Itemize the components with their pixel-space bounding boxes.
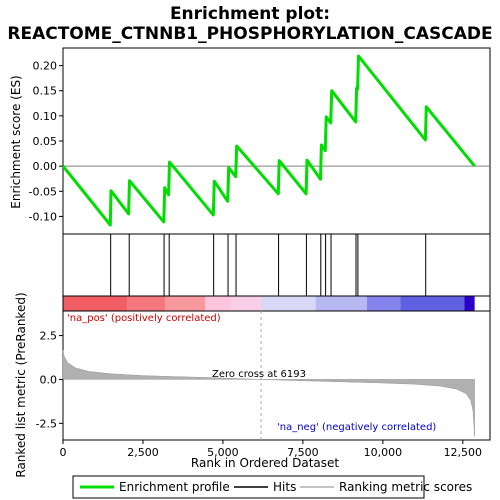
color-bar-segment xyxy=(126,296,166,311)
enrichment-profile-line xyxy=(61,54,476,227)
es-ytick-label: 0.00 xyxy=(33,160,58,173)
color-bar-segment xyxy=(315,296,367,311)
pos-label: 'na_pos' (positively correlated) xyxy=(67,313,221,324)
rank-xtick-label: 10,000 xyxy=(364,446,403,459)
zero-cross-label: Zero cross at 6193 xyxy=(212,369,306,380)
legend-label-ranking: Ranking metric scores xyxy=(339,480,472,494)
color-bar-segment xyxy=(63,296,127,311)
rank-xtick-label: 2,500 xyxy=(127,446,159,459)
color-bar-segment xyxy=(230,296,262,311)
rank-ylabel: Ranked list metric (PreRanked) xyxy=(14,292,28,477)
rank-xtick-label: 5,000 xyxy=(207,446,239,459)
rank-ytick-label: 0.0 xyxy=(40,373,58,386)
hits-panel xyxy=(62,233,491,297)
color-bar-segment xyxy=(400,296,465,311)
color-bar-segment xyxy=(165,296,206,311)
es-ylabel: Enrichment score (ES) xyxy=(9,75,23,208)
es-ytick-label: 0.10 xyxy=(33,110,58,123)
es-ytick-label: -0.05 xyxy=(29,185,57,198)
rank-xtick-label: 7,500 xyxy=(287,446,319,459)
legend-label-enrichment: Enrichment profile xyxy=(119,480,230,494)
color-bar-segment xyxy=(261,296,316,311)
es-ytick-label: 0.20 xyxy=(33,60,58,73)
rank-xtick-label: 12,500 xyxy=(444,446,483,459)
color-bar-segment xyxy=(205,296,231,311)
es-ytick-label: -0.10 xyxy=(29,210,57,223)
legend: Enrichment profile Hits Ranking metric s… xyxy=(72,475,472,499)
es-panel: -0.10 -0.05 0.00 0.05 0.10 0.15 0.20 xyxy=(29,47,491,235)
ranking-metric-area xyxy=(62,350,475,437)
es-plot-area xyxy=(62,47,491,235)
neg-label: 'na_neg' (negatively correlated) xyxy=(277,422,436,433)
rank-xtick-label: 0 xyxy=(60,446,67,459)
es-ytick-label: 0.05 xyxy=(33,135,58,148)
color-bar-segment xyxy=(366,296,401,311)
chart-title-line1: Enrichment plot: xyxy=(170,4,330,24)
ranked-metric-panel: Zero cross at 6193 'na_pos' (positively c… xyxy=(36,310,491,459)
rank-xlabel: Rank in Ordered Dataset xyxy=(191,456,339,470)
rank-ytick-label: 2.5 xyxy=(40,330,58,343)
color-bar xyxy=(62,295,491,312)
color-bar-segment xyxy=(464,296,475,311)
rank-ytick-label: -2.5 xyxy=(36,417,57,430)
chart-title-line2: REACTOME_CTNNB1_PHOSPHORYLATION_CASCADE xyxy=(7,24,492,44)
es-ytick-label: 0.15 xyxy=(33,85,58,98)
legend-label-hits: Hits xyxy=(273,480,296,494)
